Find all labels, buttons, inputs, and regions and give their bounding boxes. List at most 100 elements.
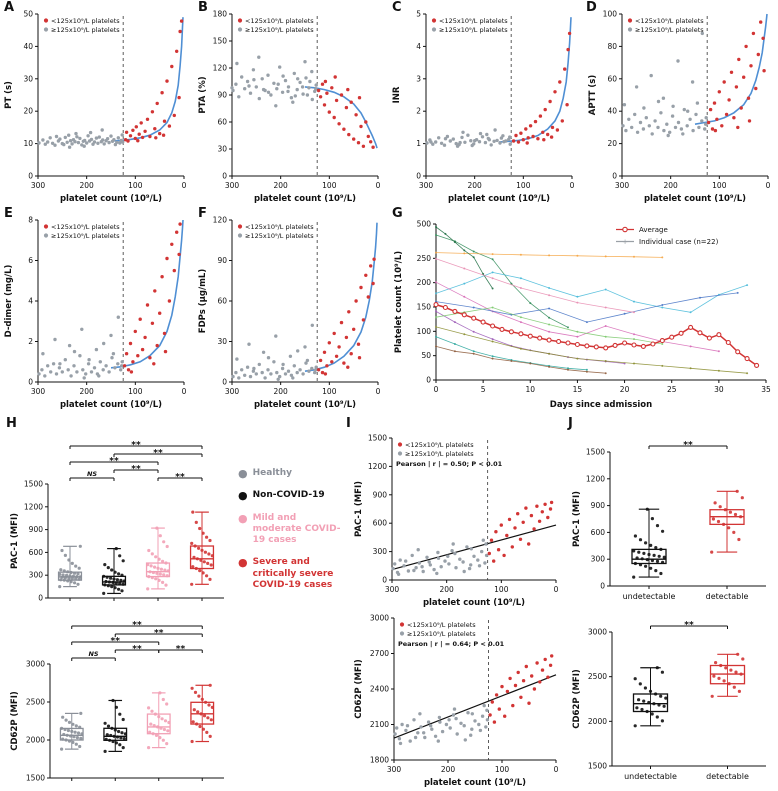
svg-text:**: ** bbox=[132, 621, 142, 631]
svg-text:150: 150 bbox=[417, 302, 432, 311]
svg-text:0: 0 bbox=[222, 378, 227, 387]
svg-text:APTT (s): APTT (s) bbox=[588, 75, 598, 116]
svg-text:300: 300 bbox=[31, 387, 46, 396]
svg-text:platelet count (10⁹/L): platelet count (10⁹/L) bbox=[60, 194, 162, 204]
svg-text:**: ** bbox=[109, 457, 119, 467]
svg-text:100: 100 bbox=[603, 10, 618, 19]
svg-text:30: 30 bbox=[217, 145, 227, 154]
svg-text:detectable: detectable bbox=[706, 592, 749, 601]
svg-text:**: ** bbox=[153, 449, 163, 459]
svg-text:100: 100 bbox=[494, 585, 509, 594]
svg-text:300: 300 bbox=[385, 585, 400, 594]
svg-text:≥125x10⁹/L platelets: ≥125x10⁹/L platelets bbox=[51, 26, 120, 34]
svg-text:0: 0 bbox=[182, 387, 187, 396]
chart-svg-B: 300 200 100 0 0 30 60 90 120 150 180 platelet count… bbox=[198, 10, 381, 205]
panel-f-fdps-scatter: 300 200 100 0 0 30 60 90 120 platelet count (10⁹/… bbox=[196, 214, 386, 411]
svg-text:2000: 2000 bbox=[588, 717, 607, 726]
svg-text:200: 200 bbox=[274, 181, 289, 190]
svg-text:1500: 1500 bbox=[368, 434, 387, 443]
svg-text:1500: 1500 bbox=[588, 762, 607, 771]
svg-text:20: 20 bbox=[607, 139, 617, 148]
chart-svg-H2: 1500 2000 2500 3000 CD62P (MFI) NS ** ** ** ** ** bbox=[10, 621, 224, 783]
svg-text:200: 200 bbox=[80, 387, 95, 396]
svg-text:INR: INR bbox=[392, 86, 402, 103]
chart-svg-I2: 300 200 100 0 1800 2100 2400 2700 3000 platelet c… bbox=[354, 614, 559, 789]
svg-text:0: 0 bbox=[38, 594, 43, 603]
svg-text:200: 200 bbox=[417, 278, 432, 287]
svg-text:NS: NS bbox=[88, 650, 98, 658]
svg-text:**: ** bbox=[683, 441, 693, 451]
svg-text:PT (s): PT (s) bbox=[4, 81, 14, 109]
svg-text:25: 25 bbox=[667, 385, 677, 394]
svg-text:PAC-1 (MFI): PAC-1 (MFI) bbox=[354, 481, 364, 537]
svg-text:0: 0 bbox=[554, 585, 559, 594]
svg-text:0: 0 bbox=[182, 181, 187, 190]
healthy-dot-icon: ● bbox=[238, 467, 248, 480]
legend-item-mild-moderate: ● Mild and moderate COVID-19 cases bbox=[238, 513, 348, 547]
svg-text:≥125x10⁹/L platelets: ≥125x10⁹/L platelets bbox=[245, 232, 314, 240]
svg-text:<125x10⁹/L platelets: <125x10⁹/L platelets bbox=[245, 223, 314, 231]
panel-label-e: E bbox=[4, 206, 13, 221]
svg-text:0: 0 bbox=[376, 387, 381, 396]
svg-text:300: 300 bbox=[29, 571, 44, 580]
svg-text:50: 50 bbox=[421, 351, 431, 360]
svg-text:100: 100 bbox=[417, 327, 432, 336]
svg-text:0: 0 bbox=[382, 576, 387, 585]
svg-text:4: 4 bbox=[416, 42, 421, 51]
svg-text:<125x10⁹/L platelets: <125x10⁹/L platelets bbox=[407, 621, 476, 629]
svg-text:0: 0 bbox=[376, 181, 381, 190]
svg-text:30: 30 bbox=[217, 337, 227, 346]
svg-text:Individual case (n=22): Individual case (n=22) bbox=[639, 238, 719, 246]
svg-text:1800: 1800 bbox=[370, 756, 389, 765]
svg-text:1200: 1200 bbox=[586, 474, 605, 483]
svg-text:3000: 3000 bbox=[370, 614, 389, 623]
chart-svg-J1: 0 300 600 900 1200 1500 PAC-1 (MFI) undetectabl… bbox=[572, 441, 766, 601]
legend-label: Non-COVID-19 bbox=[252, 490, 325, 501]
svg-text:platelet count (10⁹/L): platelet count (10⁹/L) bbox=[423, 598, 525, 608]
svg-text:35: 35 bbox=[761, 385, 771, 394]
svg-text:≥125x10⁹/L platelets: ≥125x10⁹/L platelets bbox=[245, 26, 314, 34]
svg-text:80: 80 bbox=[607, 42, 617, 51]
svg-text:platelet count (10⁹/L): platelet count (10⁹/L) bbox=[254, 400, 356, 410]
svg-text:3000: 3000 bbox=[26, 660, 45, 669]
panel-i-cd62p-scatter: 300 200 100 0 1800 2100 2400 2700 3000 platelet c… bbox=[352, 612, 564, 789]
svg-text:20: 20 bbox=[620, 385, 630, 394]
svg-text:Pearson | r | = 0.50; P < 0.01: Pearson | r | = 0.50; P < 0.01 bbox=[396, 460, 503, 469]
svg-text:≥125x10⁹/L platelets: ≥125x10⁹/L platelets bbox=[51, 232, 120, 240]
svg-text:platelet count (10⁹/L): platelet count (10⁹/L) bbox=[254, 194, 356, 204]
svg-text:<125x10⁹/L platelets: <125x10⁹/L platelets bbox=[245, 17, 314, 25]
svg-text:≥125x10⁹/L platelets: ≥125x10⁹/L platelets bbox=[439, 26, 508, 34]
svg-text:≥125x10⁹/L platelets: ≥125x10⁹/L platelets bbox=[407, 630, 476, 638]
svg-text:undetectable: undetectable bbox=[624, 772, 677, 781]
chart-svg-F: 300 200 100 0 0 30 60 90 120 platelet count (10⁹/… bbox=[198, 216, 381, 411]
svg-text:PAC-1 (MFI): PAC-1 (MFI) bbox=[572, 491, 582, 547]
svg-text:5: 5 bbox=[416, 10, 421, 19]
svg-text:platelet count (10⁹/L): platelet count (10⁹/L) bbox=[424, 778, 526, 788]
panel-h-cd62p-boxplot: 1500 2000 2500 3000 CD62P (MFI) NS ** ** ** ** ** bbox=[8, 612, 232, 788]
svg-text:0: 0 bbox=[426, 376, 431, 385]
svg-text:900: 900 bbox=[29, 525, 44, 534]
panel-i-pac1-scatter: 300 200 100 0 0 300 600 900 1200 1500 platelet cou… bbox=[352, 432, 564, 609]
svg-text:2100: 2100 bbox=[370, 720, 389, 729]
svg-text:200: 200 bbox=[441, 765, 456, 774]
panel-g-platelet-timecourse: 0 5 10 15 20 25 30 35 0 50 100 150 200 250 500 Days sin… bbox=[392, 214, 774, 411]
svg-text:PTA (%): PTA (%) bbox=[198, 76, 208, 113]
svg-text:Platelet count (10⁹/L): Platelet count (10⁹/L) bbox=[394, 251, 404, 353]
svg-text:300: 300 bbox=[31, 181, 46, 190]
svg-text:D-dimer (mg/L): D-dimer (mg/L) bbox=[4, 265, 14, 338]
svg-text:undetectable: undetectable bbox=[623, 592, 676, 601]
panel-j-pac1-boxplot: 0 300 600 900 1200 1500 PAC-1 (MFI) undetectabl… bbox=[570, 432, 774, 608]
svg-text:5: 5 bbox=[481, 385, 486, 394]
severe-dot-icon: ● bbox=[238, 556, 248, 570]
svg-text:1500: 1500 bbox=[586, 448, 605, 457]
panel-j-cd62p-boxplot: 1500 2000 2500 3000 CD62P (MFI) undetectable d… bbox=[570, 612, 774, 788]
svg-text:0: 0 bbox=[600, 582, 605, 591]
svg-text:3: 3 bbox=[416, 74, 421, 83]
svg-text:100: 100 bbox=[516, 181, 531, 190]
legend-item-non-covid: ● Non-COVID-19 bbox=[238, 490, 348, 501]
svg-text:100: 100 bbox=[495, 765, 510, 774]
svg-text:platelet count (10⁹/L): platelet count (10⁹/L) bbox=[644, 194, 746, 204]
svg-text:2000: 2000 bbox=[26, 736, 45, 745]
svg-text:6: 6 bbox=[28, 256, 33, 265]
